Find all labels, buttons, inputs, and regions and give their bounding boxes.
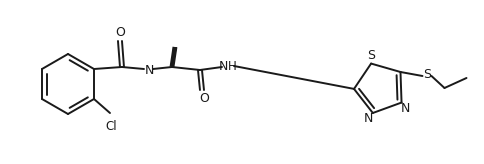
Text: S: S xyxy=(424,69,432,82)
Polygon shape xyxy=(171,47,177,67)
Text: Cl: Cl xyxy=(105,120,117,133)
Text: N: N xyxy=(364,113,374,125)
Text: N: N xyxy=(401,102,410,115)
Text: N: N xyxy=(218,60,227,72)
Text: H: H xyxy=(228,60,237,72)
Text: N: N xyxy=(144,63,153,76)
Text: O: O xyxy=(199,92,209,105)
Text: S: S xyxy=(367,49,375,62)
Text: O: O xyxy=(115,25,125,39)
